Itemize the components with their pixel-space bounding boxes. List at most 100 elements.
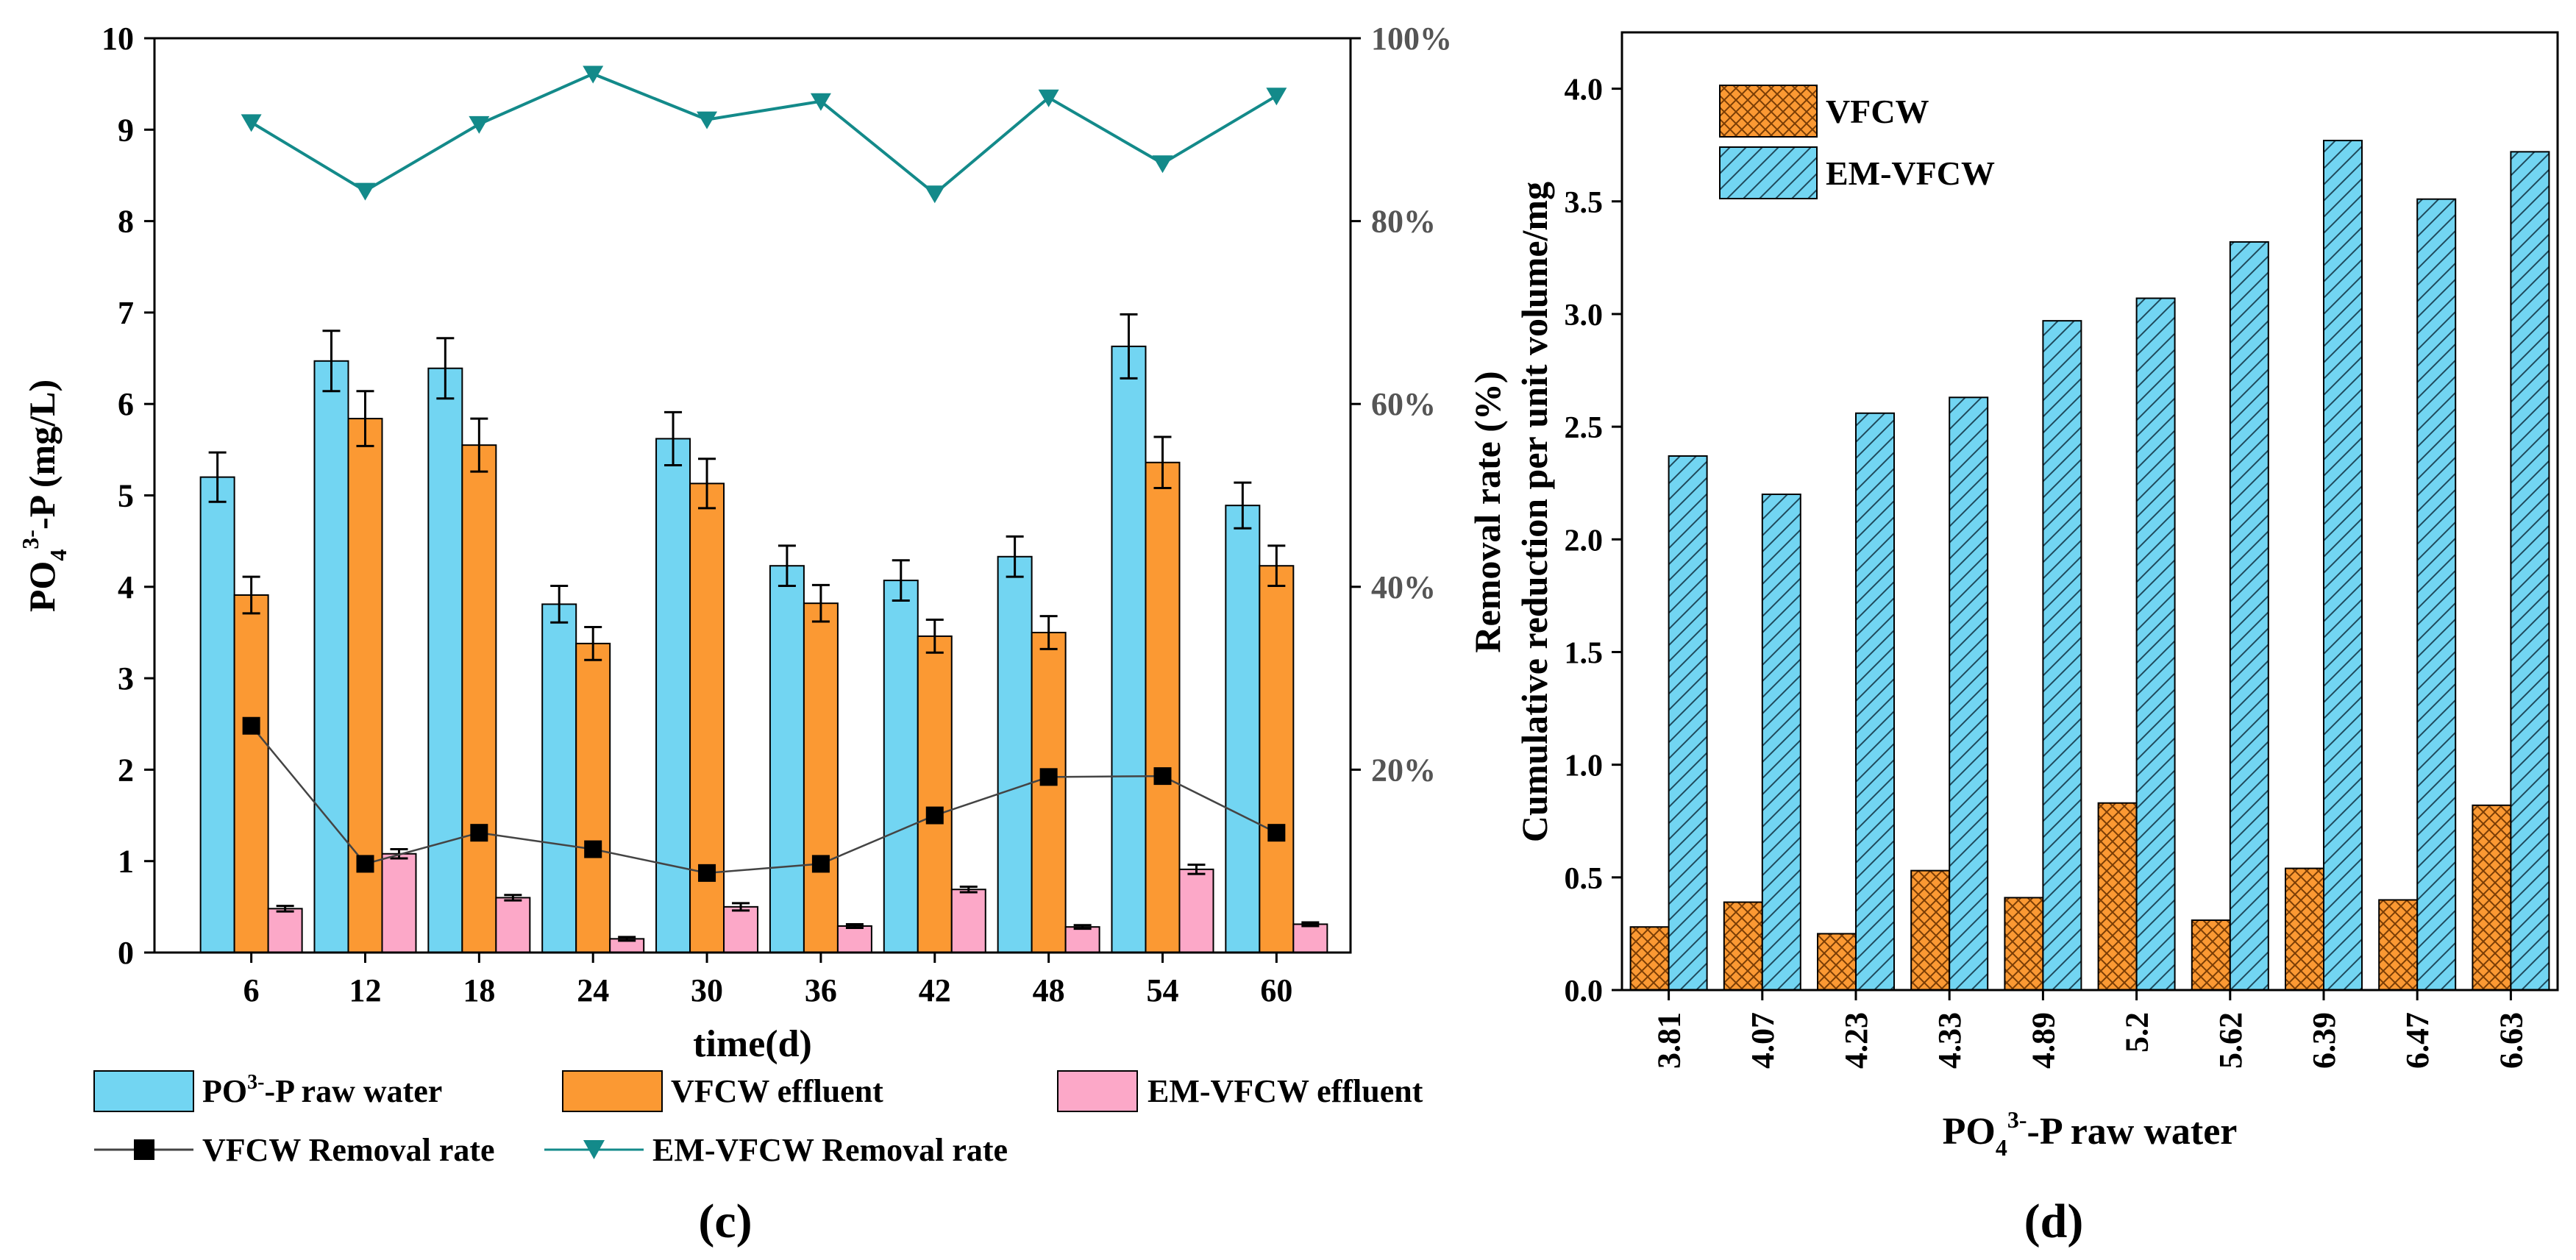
panel-d-y-axis-label-line1: Removal rate (%)	[1467, 371, 1508, 652]
d-x-tick-label-6.39: 6.39	[2306, 1012, 2342, 1069]
bar-vfcw-18	[461, 444, 497, 953]
panel-d-plot-frame	[1620, 31, 2559, 992]
d-y-tick-label-4.0: 4.0	[1565, 74, 1604, 107]
legend-label-vfcw-rate: VFCW Removal rate	[202, 1132, 495, 1168]
bar-vfcw-42	[917, 635, 953, 953]
bar-vfcw-48	[1031, 631, 1067, 953]
point-vfcw-rate-12	[356, 855, 374, 873]
legend-label-vfcw: VFCW effluent	[671, 1073, 883, 1109]
y-tick-label-5: 5	[118, 478, 134, 514]
bar-VFCW-5.62	[2191, 919, 2231, 992]
y-tick-label-8: 8	[118, 204, 134, 240]
point-em-rate-54	[1152, 155, 1173, 174]
bar-VFCW-6.39	[2285, 867, 2324, 992]
d-x-tick-label-5.62: 5.62	[2213, 1012, 2249, 1069]
x-tick-label-6: 6	[243, 972, 260, 1008]
y2-tick-label-60%: 60%	[1371, 386, 1436, 422]
bar-raw-54	[1111, 345, 1147, 953]
d-x-tick-label-4.23: 4.23	[1838, 1012, 1874, 1069]
y2-tick-label-40%: 40%	[1371, 569, 1436, 605]
bar-vfcw-36	[803, 602, 839, 953]
bar-EM-VFCW-5.2	[2135, 297, 2176, 991]
y-tick-label-6: 6	[118, 386, 134, 422]
y2-tick-label-20%: 20%	[1371, 752, 1436, 788]
point-vfcw-rate-60	[1267, 824, 1286, 842]
legend-label-em-rate: EM-VFCW Removal rate	[652, 1132, 1008, 1168]
panel-c-caption: (c)	[698, 1195, 752, 1248]
bar-EM-VFCW-4.23	[1855, 412, 1895, 991]
panel-d-x-axis-label: PO43--P raw water	[1943, 1106, 2238, 1161]
panel-c-x-ticks: 6 12 18 24 30 36 42 48 54 60	[243, 953, 1292, 1008]
point-vfcw-rate-18	[470, 824, 488, 842]
x-tick-label-42: 42	[919, 972, 951, 1008]
panel-c-bars	[199, 345, 1328, 954]
line-vfcw_rate	[250, 725, 1277, 875]
x-tick-label-24: 24	[577, 972, 609, 1008]
bar-VFCW-4.23	[1817, 933, 1857, 991]
d-y-tick-label-2.0: 2.0	[1565, 524, 1604, 558]
bar-EM-VFCW-6.47	[2416, 198, 2457, 991]
bar-VFCW-5.2	[2097, 802, 2138, 991]
panel-c-y-ticks: 0 1 2 3 4 5 6 7 8 9 10	[102, 21, 154, 971]
panel-d-y-ticks: 0.0 0.5 1.0 1.5 2.0 2.5 3.0 3.5 4.0	[1565, 74, 1622, 1008]
y-tick-label-10: 10	[102, 21, 134, 57]
x-tick-label-36: 36	[805, 972, 837, 1008]
bar-VFCW-3.81	[1629, 926, 1670, 992]
point-em-rate-12	[355, 182, 376, 201]
x-tick-label-12: 12	[349, 972, 381, 1008]
line-em_rate	[250, 72, 1278, 196]
panel-c-y2-ticks: 20% 40% 60% 80% 100%	[1351, 21, 1452, 788]
panel-d-x-ticks: 3.81 4.07 4.23 4.33 4.89 5.2 5.62 6.39 6.47 6.63	[1651, 990, 2529, 1069]
d-x-tick-label-5.2: 5.2	[2119, 1012, 2155, 1053]
d-x-tick-label-6.63: 6.63	[2493, 1012, 2529, 1069]
legend-swatch-vfcw	[562, 1070, 663, 1112]
d-x-tick-label-4.89: 4.89	[2025, 1012, 2061, 1069]
y2-tick-label-100%: 100%	[1371, 21, 1452, 57]
legend-label-raw: PO3--P raw water	[202, 1071, 442, 1109]
point-vfcw-rate-54	[1153, 767, 1172, 786]
point-vfcw-rate-30	[698, 864, 716, 882]
y-tick-label-4: 4	[118, 569, 134, 605]
bar-VFCW-4.07	[1723, 901, 1763, 991]
panel-d-caption: (d)	[2024, 1195, 2084, 1248]
panel-d-legend: VFCW EM-VFCW	[1719, 85, 1995, 199]
panel-c-y-axis-label: PO43--P (mg/L)	[17, 380, 71, 612]
panel-c-legend: PO3--P raw water VFCW effluent EM-VFCW e…	[93, 1070, 1423, 1168]
legend-label-d-vfcw: VFCW	[1826, 93, 1929, 130]
bar-EM-VFCW-4.33	[1949, 396, 1989, 991]
panel-c-error-bars	[208, 313, 1320, 942]
legend-label-d-em: EM-VFCW	[1826, 154, 1995, 192]
d-y-tick-label-0.5: 0.5	[1565, 862, 1604, 896]
point-vfcw-rate-6	[242, 716, 260, 735]
bar-em-48	[1064, 926, 1100, 954]
point-em-rate-42	[924, 185, 945, 204]
d-y-tick-label-2.5: 2.5	[1565, 411, 1604, 445]
legend-swatch-d-vfcw	[1719, 85, 1818, 138]
legend-swatch-d-em	[1719, 146, 1818, 199]
panel-c-x-axis-label: time(d)	[693, 1023, 812, 1065]
legend-marker-em-rate	[583, 1140, 605, 1159]
point-em-rate-60	[1266, 88, 1287, 106]
bar-raw-36	[769, 565, 805, 953]
legend-label-em: EM-VFCW effluent	[1148, 1073, 1423, 1109]
d-y-tick-label-0.0: 0.0	[1565, 975, 1604, 1008]
y-tick-label-0: 0	[118, 935, 134, 971]
x-tick-label-48: 48	[1033, 972, 1065, 1008]
point-em-rate-30	[697, 111, 718, 129]
point-vfcw-rate-36	[811, 855, 830, 873]
x-tick-label-18: 18	[463, 972, 495, 1008]
legend-swatch-em	[1057, 1070, 1138, 1112]
y-tick-label-9: 9	[118, 112, 134, 148]
bar-raw-6	[199, 476, 235, 953]
legend-swatch-raw	[93, 1070, 194, 1112]
bar-VFCW-4.33	[1910, 869, 1951, 991]
d-y-tick-label-1.0: 1.0	[1565, 750, 1604, 783]
bar-em-30	[723, 905, 759, 953]
bar-EM-VFCW-5.62	[2229, 241, 2269, 991]
bar-em-12	[381, 853, 417, 953]
bar-vfcw-24	[575, 642, 611, 954]
bar-vfcw-30	[689, 483, 725, 953]
d-y-tick-label-1.5: 1.5	[1565, 636, 1604, 670]
